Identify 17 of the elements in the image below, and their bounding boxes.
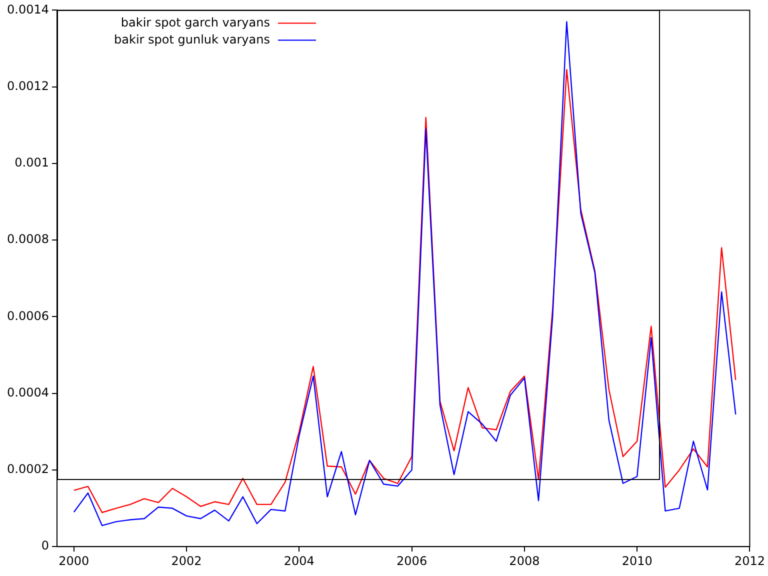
legend-label: bakir spot garch varyans — [120, 15, 270, 30]
x-tick-label: 2002 — [171, 554, 202, 568]
x-tick-label: 2006 — [396, 554, 428, 568]
x-tick-label: 2008 — [509, 554, 540, 568]
y-tick-label: 0.001 — [14, 156, 49, 170]
y-tick-label: 0.0002 — [6, 462, 49, 476]
x-tick-label: 2004 — [284, 554, 314, 568]
x-tick-label: 2010 — [622, 554, 652, 568]
x-tick-label: 2000 — [58, 554, 90, 568]
y-tick-label: 0.0004 — [6, 385, 49, 400]
y-tick-label: 0.0012 — [6, 78, 49, 93]
legend-label: bakir spot gunluk varyans — [114, 32, 270, 46]
y-tick-label: 0.0008 — [6, 232, 49, 246]
y-tick-label: 0 — [41, 538, 49, 553]
y-tick-label: 0.0014 — [6, 2, 49, 16]
x-tick-label: 2012 — [734, 554, 766, 568]
y-tick-label: 0.0006 — [6, 308, 49, 323]
